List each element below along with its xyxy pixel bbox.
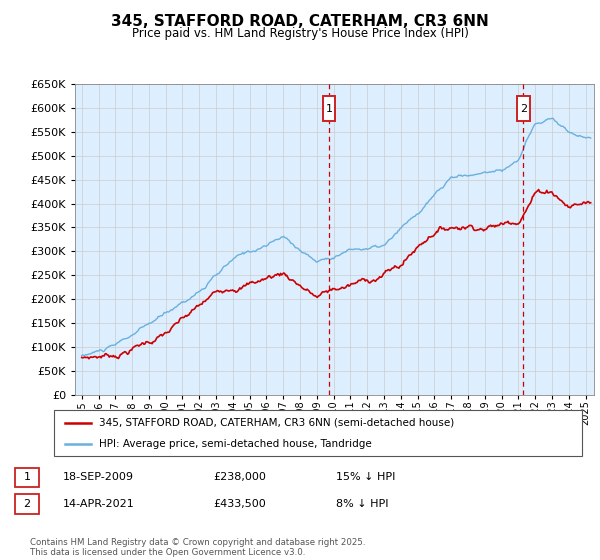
FancyBboxPatch shape	[517, 96, 530, 122]
Text: Contains HM Land Registry data © Crown copyright and database right 2025.
This d: Contains HM Land Registry data © Crown c…	[30, 538, 365, 557]
Text: Price paid vs. HM Land Registry's House Price Index (HPI): Price paid vs. HM Land Registry's House …	[131, 27, 469, 40]
Text: 345, STAFFORD ROAD, CATERHAM, CR3 6NN: 345, STAFFORD ROAD, CATERHAM, CR3 6NN	[111, 14, 489, 29]
Text: 1: 1	[325, 104, 332, 114]
Text: 18-SEP-2009: 18-SEP-2009	[63, 472, 134, 482]
Text: 8% ↓ HPI: 8% ↓ HPI	[336, 499, 389, 509]
Text: £433,500: £433,500	[213, 499, 266, 509]
Text: 14-APR-2021: 14-APR-2021	[63, 499, 135, 509]
Text: 15% ↓ HPI: 15% ↓ HPI	[336, 472, 395, 482]
Text: HPI: Average price, semi-detached house, Tandridge: HPI: Average price, semi-detached house,…	[99, 439, 371, 449]
Text: 2: 2	[520, 104, 527, 114]
FancyBboxPatch shape	[323, 96, 335, 122]
Text: 1: 1	[23, 472, 31, 482]
FancyBboxPatch shape	[54, 410, 582, 456]
Text: 2: 2	[23, 499, 31, 509]
Text: £238,000: £238,000	[213, 472, 266, 482]
Text: 345, STAFFORD ROAD, CATERHAM, CR3 6NN (semi-detached house): 345, STAFFORD ROAD, CATERHAM, CR3 6NN (s…	[99, 418, 454, 428]
